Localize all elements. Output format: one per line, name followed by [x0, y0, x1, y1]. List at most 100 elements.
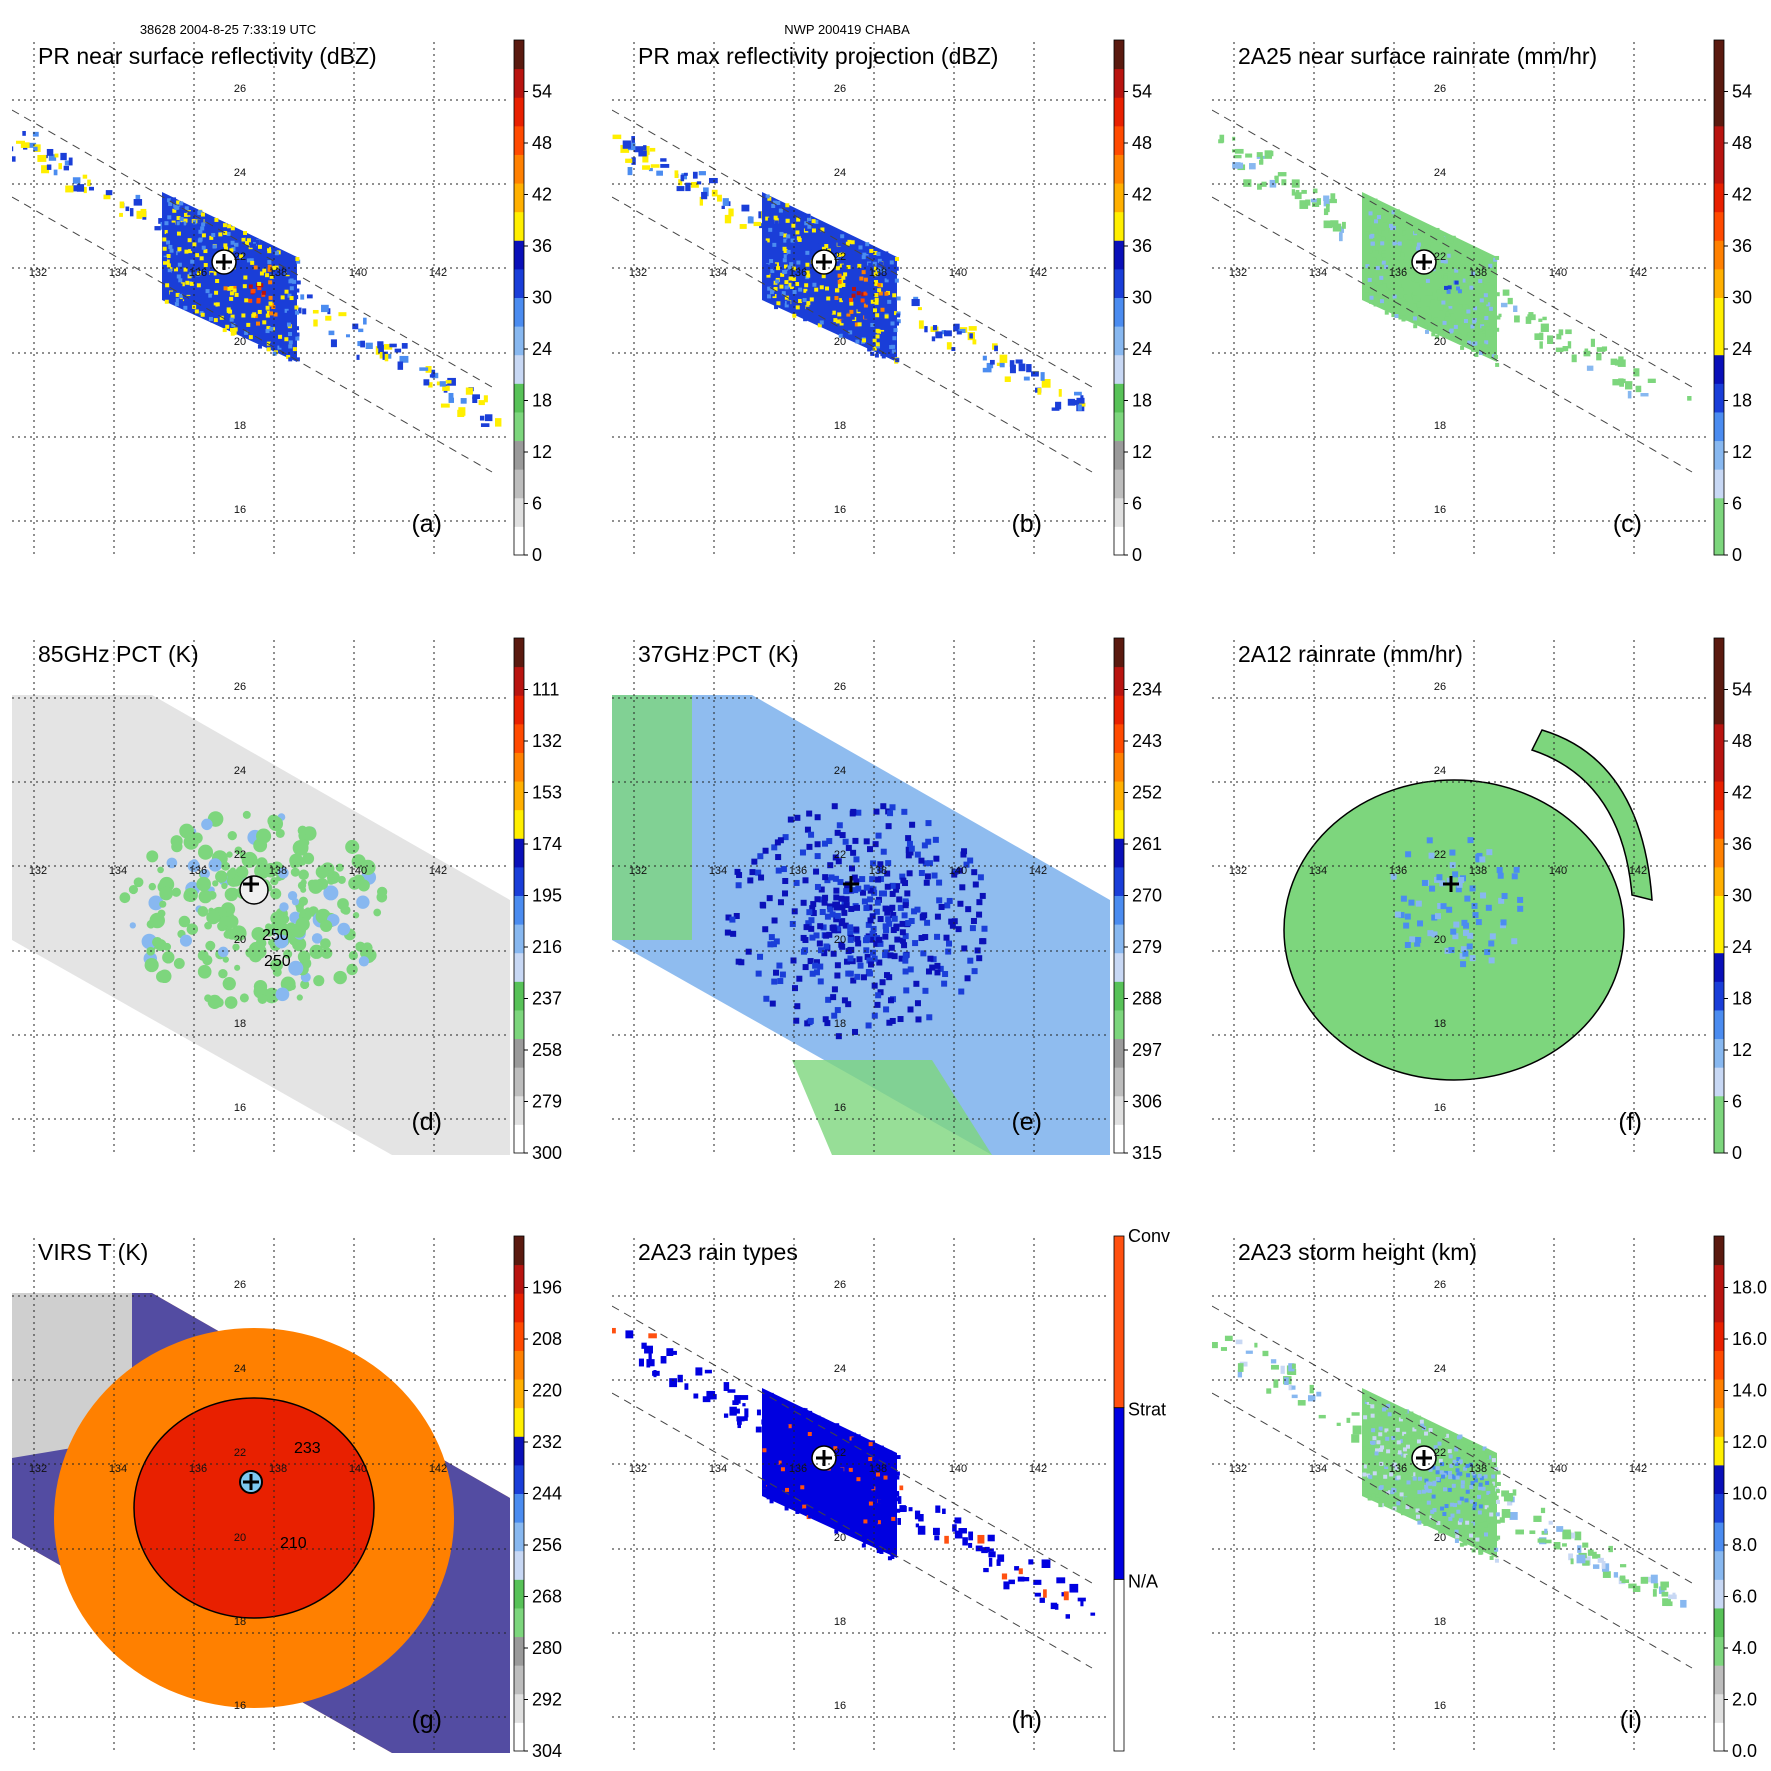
scatter-pixel: [869, 913, 876, 920]
swath-core: [762, 1388, 897, 1558]
echo-pixel: [1391, 302, 1396, 307]
echo-pixel: [1435, 227, 1440, 232]
lon-label: 134: [109, 1463, 127, 1475]
echo-pixel: [48, 154, 57, 161]
echo-pixel: [805, 270, 810, 275]
echo-pixel: [1372, 235, 1377, 240]
echo-pixel: [875, 1530, 880, 1535]
echo-pixel: [223, 230, 228, 235]
color-bar-label: 10.0: [1732, 1484, 1767, 1504]
echo-pixel: [704, 1369, 712, 1374]
color-bar-segment: [1714, 1038, 1724, 1068]
echo-pixel: [872, 346, 877, 351]
echo-pixel: [1591, 1551, 1597, 1556]
color-bar-segment: [514, 1665, 524, 1695]
echo-pixel: [1389, 226, 1394, 231]
echo-pixel: [989, 359, 995, 365]
echo-pixel: [263, 311, 268, 316]
convective-cell: [239, 851, 248, 860]
scatter-pixel: [925, 820, 932, 827]
scatter-pixel: [937, 965, 944, 972]
echo-pixel: [189, 281, 194, 286]
echo-pixel: [1453, 324, 1458, 329]
echo-pixel: [1476, 1521, 1481, 1526]
map-area: [1212, 695, 1710, 1155]
color-bar-label: 306: [1132, 1092, 1162, 1112]
scatter-pixel: [915, 1016, 922, 1023]
color-bar-label: 196: [532, 1278, 562, 1298]
echo-pixel: [1249, 163, 1256, 170]
echo-pixel: [787, 1501, 792, 1506]
echo-pixel: [1490, 1543, 1495, 1548]
echo-pixel: [887, 1494, 892, 1499]
echo-pixel: [841, 275, 846, 280]
echo-pixel: [1485, 1544, 1490, 1549]
color-bar-segment: [1114, 40, 1124, 70]
contour-label: 250: [264, 953, 291, 970]
echo-pixel: [1362, 1475, 1367, 1480]
echo-pixel: [768, 227, 773, 232]
echo-pixel: [774, 1450, 779, 1455]
scatter-pixel: [865, 921, 872, 928]
color-bar-segment: [514, 838, 524, 868]
echo-pixel: [863, 1475, 868, 1480]
scatter-pixel: [782, 890, 789, 897]
heavy-rain-pixel: [1476, 852, 1483, 859]
echo-pixel: [205, 289, 210, 294]
echo-pixel: [900, 1505, 907, 1512]
echo-pixel: [176, 231, 181, 236]
scatter-pixel: [885, 823, 892, 830]
echo-pixel: [1384, 1462, 1389, 1467]
color-bar-label: 36: [1132, 236, 1152, 256]
echo-pixel: [797, 1459, 802, 1464]
echo-pixel: [1548, 1520, 1553, 1525]
echo-pixel: [1382, 283, 1387, 288]
echo-pixel: [863, 1456, 868, 1461]
scatter-pixel: [877, 916, 884, 923]
echo-pixel: [119, 201, 125, 209]
echo-pixel: [786, 300, 791, 305]
lat-label: 20: [1434, 1532, 1446, 1544]
echo-pixel: [1435, 1477, 1440, 1482]
echo-pixel: [1486, 1490, 1491, 1495]
heavy-rain-pixel: [1479, 856, 1486, 863]
echo-pixel: [295, 257, 300, 262]
convective-cell: [152, 936, 163, 948]
echo-pixel: [1487, 270, 1492, 275]
echo-pixel: [1458, 1459, 1463, 1464]
echo-pixel: [1389, 1480, 1394, 1485]
echo-pixel: [868, 1442, 873, 1447]
echo-pixel: [642, 165, 651, 170]
scatter-pixel: [965, 906, 972, 913]
echo-pixel: [796, 1428, 801, 1433]
convective-cell: [170, 835, 183, 848]
lat-label: 22: [834, 1447, 846, 1459]
color-bar-segment: [1114, 326, 1124, 356]
echo-pixel: [1072, 400, 1077, 406]
color-bar-segment: [514, 981, 524, 1011]
echo-pixel: [954, 1530, 963, 1539]
echo-pixel: [1371, 1440, 1376, 1445]
echo-pixel: [942, 1508, 946, 1514]
echo-pixel: [1363, 1435, 1368, 1440]
convective-cell: [348, 876, 362, 890]
echo-pixel: [1414, 1497, 1419, 1502]
echo-pixel: [863, 1484, 868, 1489]
scatter-pixel: [843, 896, 850, 903]
echo-pixel: [171, 222, 176, 227]
echo-pixel: [1632, 1585, 1641, 1593]
echo-pixel: [793, 1480, 798, 1485]
echo-pixel: [859, 1447, 864, 1452]
echo-pixel: [1393, 272, 1398, 277]
echo-pixel: [164, 276, 169, 281]
scatter-pixel: [974, 947, 981, 954]
echo-pixel: [1495, 1489, 1500, 1494]
convective-cell: [204, 921, 212, 930]
echo-pixel: [773, 286, 778, 291]
echo-pixel: [1338, 232, 1343, 242]
echo-pixel: [1467, 332, 1472, 337]
